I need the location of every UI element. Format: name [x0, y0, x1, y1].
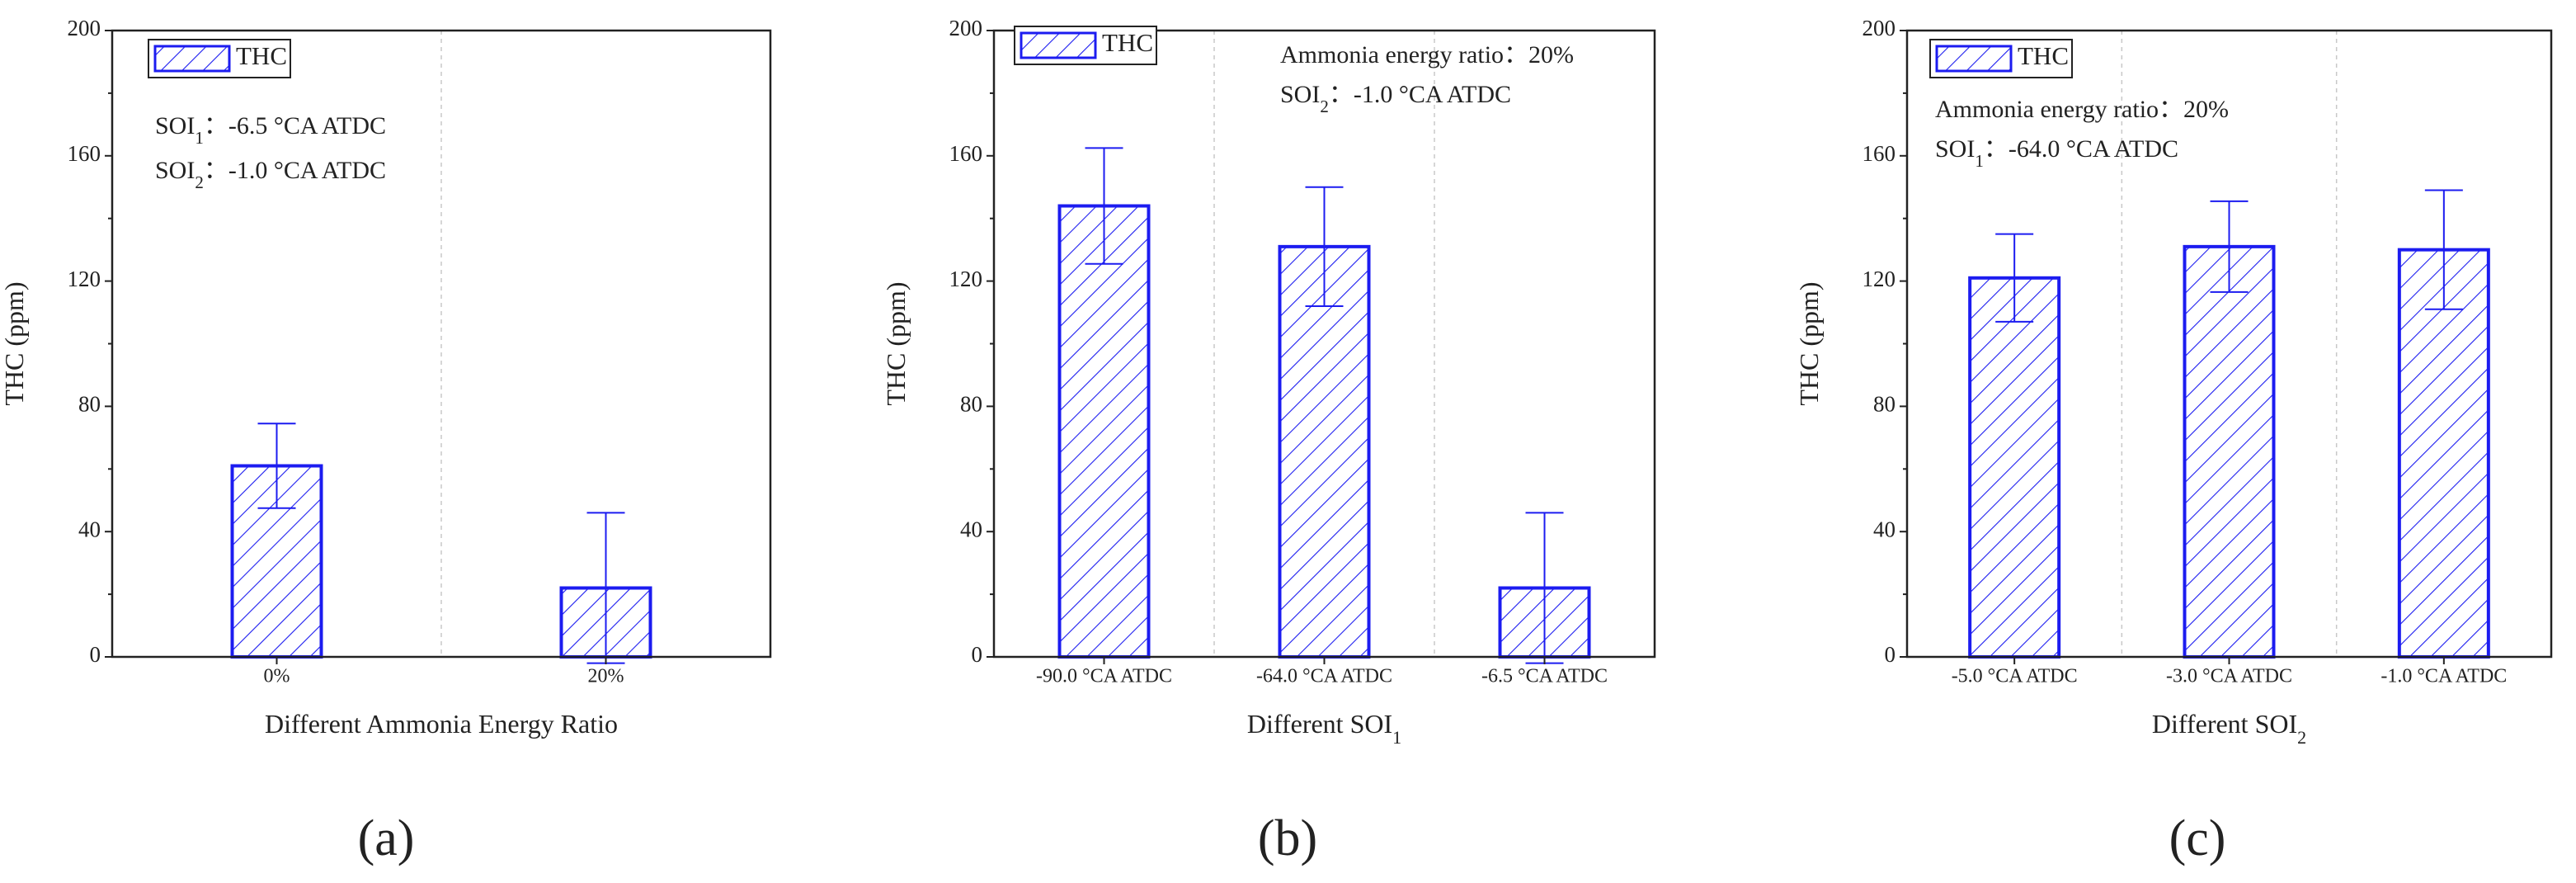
- panel-label: (c): [2169, 810, 2226, 866]
- y-axis-label: THC (ppm): [1794, 281, 1824, 405]
- annotation-subscript: 2: [195, 172, 204, 192]
- y-axis-label: THC (ppm): [881, 281, 911, 405]
- bar: [1057, 204, 1151, 659]
- x-axis-label-main: Different SOI: [2152, 709, 2297, 739]
- annotation-main: Ammonia energy ratio：20%: [1935, 96, 2229, 123]
- chart-panel-c: -5.0 °CA ATDC -3.0 °CA ATDC -1.0 °CA ATDC 0…: [1794, 16, 2553, 866]
- error-bar: [257, 423, 296, 509]
- annotation: SOI1：-64.0 °CA ATDC: [1935, 135, 2178, 171]
- y-tick-label: 40: [78, 517, 101, 541]
- x-tick-label: -5.0 °CA ATDC: [1952, 666, 2078, 687]
- y-tick-label: 160: [68, 141, 101, 166]
- x-tick-label: -6.5 °CA ATDC: [1481, 666, 1608, 687]
- panel-label: (a): [358, 810, 415, 866]
- y-tick-label: 80: [960, 392, 982, 417]
- y-tick-label: 40: [960, 517, 982, 541]
- legend-swatch: [1935, 45, 2013, 73]
- panel-label: (b): [1258, 810, 1317, 866]
- x-tick-label: -3.0 °CA ATDC: [2166, 666, 2292, 687]
- annotation: SOI1：-6.5 °CA ATDC: [155, 112, 386, 148]
- legend: THC: [148, 39, 291, 78]
- annotation-main: SOI: [1280, 81, 1320, 108]
- annotation-rest: ：-6.5 °CA ATDC: [204, 112, 386, 139]
- error-bar: [1305, 186, 1344, 307]
- legend-swatch: [1020, 31, 1097, 59]
- y-tick-label: 160: [1863, 141, 1896, 166]
- error-bar: [2210, 200, 2249, 293]
- y-tick-label: 40: [1873, 517, 1896, 541]
- legend: THC: [1929, 39, 2073, 78]
- y-tick-label: 200: [949, 16, 983, 40]
- y-tick-label: 200: [68, 16, 101, 40]
- annotation-main: SOI: [1935, 135, 1975, 163]
- x-tick-label: -1.0 °CA ATDC: [2381, 666, 2507, 687]
- y-tick-label: 120: [1863, 267, 1896, 291]
- annotation-subscript: 1: [195, 128, 204, 148]
- error-bar: [2424, 189, 2463, 310]
- y-tick-label: 80: [78, 392, 101, 417]
- y-tick-label: 0: [1885, 642, 1896, 667]
- annotation-main: SOI: [155, 157, 195, 184]
- chart-panel-a: 0% 20% 0 40 80 120 160 200 THC (ppm) Different Am…: [0, 16, 772, 866]
- x-tick-label: -64.0 °CA ATDC: [1256, 666, 1392, 687]
- y-tick-label: 200: [1863, 16, 1896, 40]
- annotation-subscript: 1: [1975, 151, 1984, 171]
- y-tick-label: 0: [90, 642, 101, 667]
- chart-panel-b: -90.0 °CA ATDC -64.0 °CA ATDC -6.5 °CA ATD…: [881, 16, 1656, 866]
- y-tick-label: 120: [68, 267, 101, 291]
- x-tick-label: 0%: [264, 666, 290, 687]
- y-tick-label: 160: [949, 141, 983, 166]
- x-tick-label: -90.0 °CA ATDC: [1036, 666, 1172, 687]
- error-bar: [1085, 147, 1123, 265]
- legend-label: THC: [236, 41, 287, 70]
- legend: THC: [1014, 26, 1157, 65]
- annotation: SOI2：-1.0 °CA ATDC: [1280, 81, 1511, 116]
- legend-swatch: [153, 45, 231, 73]
- error-bar: [1995, 233, 2034, 323]
- annotation-rest: ：-1.0 °CA ATDC: [1329, 81, 1511, 108]
- x-axis-label-main: Different SOI: [1247, 709, 1392, 739]
- annotation-main: SOI: [155, 112, 195, 139]
- bar: [2397, 248, 2490, 659]
- legend-label: THC: [2018, 41, 2069, 70]
- legend-label: THC: [1102, 28, 1153, 57]
- x-axis-label: Different SOI2: [2152, 709, 2306, 748]
- y-axis-label: THC (ppm): [0, 281, 29, 405]
- x-axis-label-subscript: 1: [1392, 727, 1401, 748]
- x-tick-label: 20%: [588, 666, 624, 687]
- x-axis-label: Different Ammonia Energy Ratio: [265, 709, 618, 739]
- y-tick-label: 80: [1873, 392, 1896, 417]
- bar: [2183, 244, 2276, 659]
- x-axis-label: Different SOI1: [1247, 709, 1401, 748]
- y-tick-label: 120: [949, 267, 983, 291]
- annotation-rest: ：-64.0 °CA ATDC: [1984, 135, 2178, 163]
- annotation-main: Ammonia energy ratio：20%: [1280, 41, 1574, 68]
- annotation: SOI2：-1.0 °CA ATDC: [155, 157, 386, 192]
- x-axis-label-subscript: 2: [2297, 727, 2306, 748]
- annotation-subscript: 2: [1320, 97, 1329, 116]
- annotation: Ammonia energy ratio：20%: [1935, 96, 2229, 123]
- bar: [1278, 244, 1371, 659]
- bar: [1968, 276, 2061, 659]
- x-axis-label-main: Different Ammonia Energy Ratio: [265, 709, 618, 739]
- y-tick-label: 0: [972, 642, 983, 667]
- annotation-rest: ：-1.0 °CA ATDC: [204, 157, 386, 184]
- annotation: Ammonia energy ratio：20%: [1280, 41, 1574, 68]
